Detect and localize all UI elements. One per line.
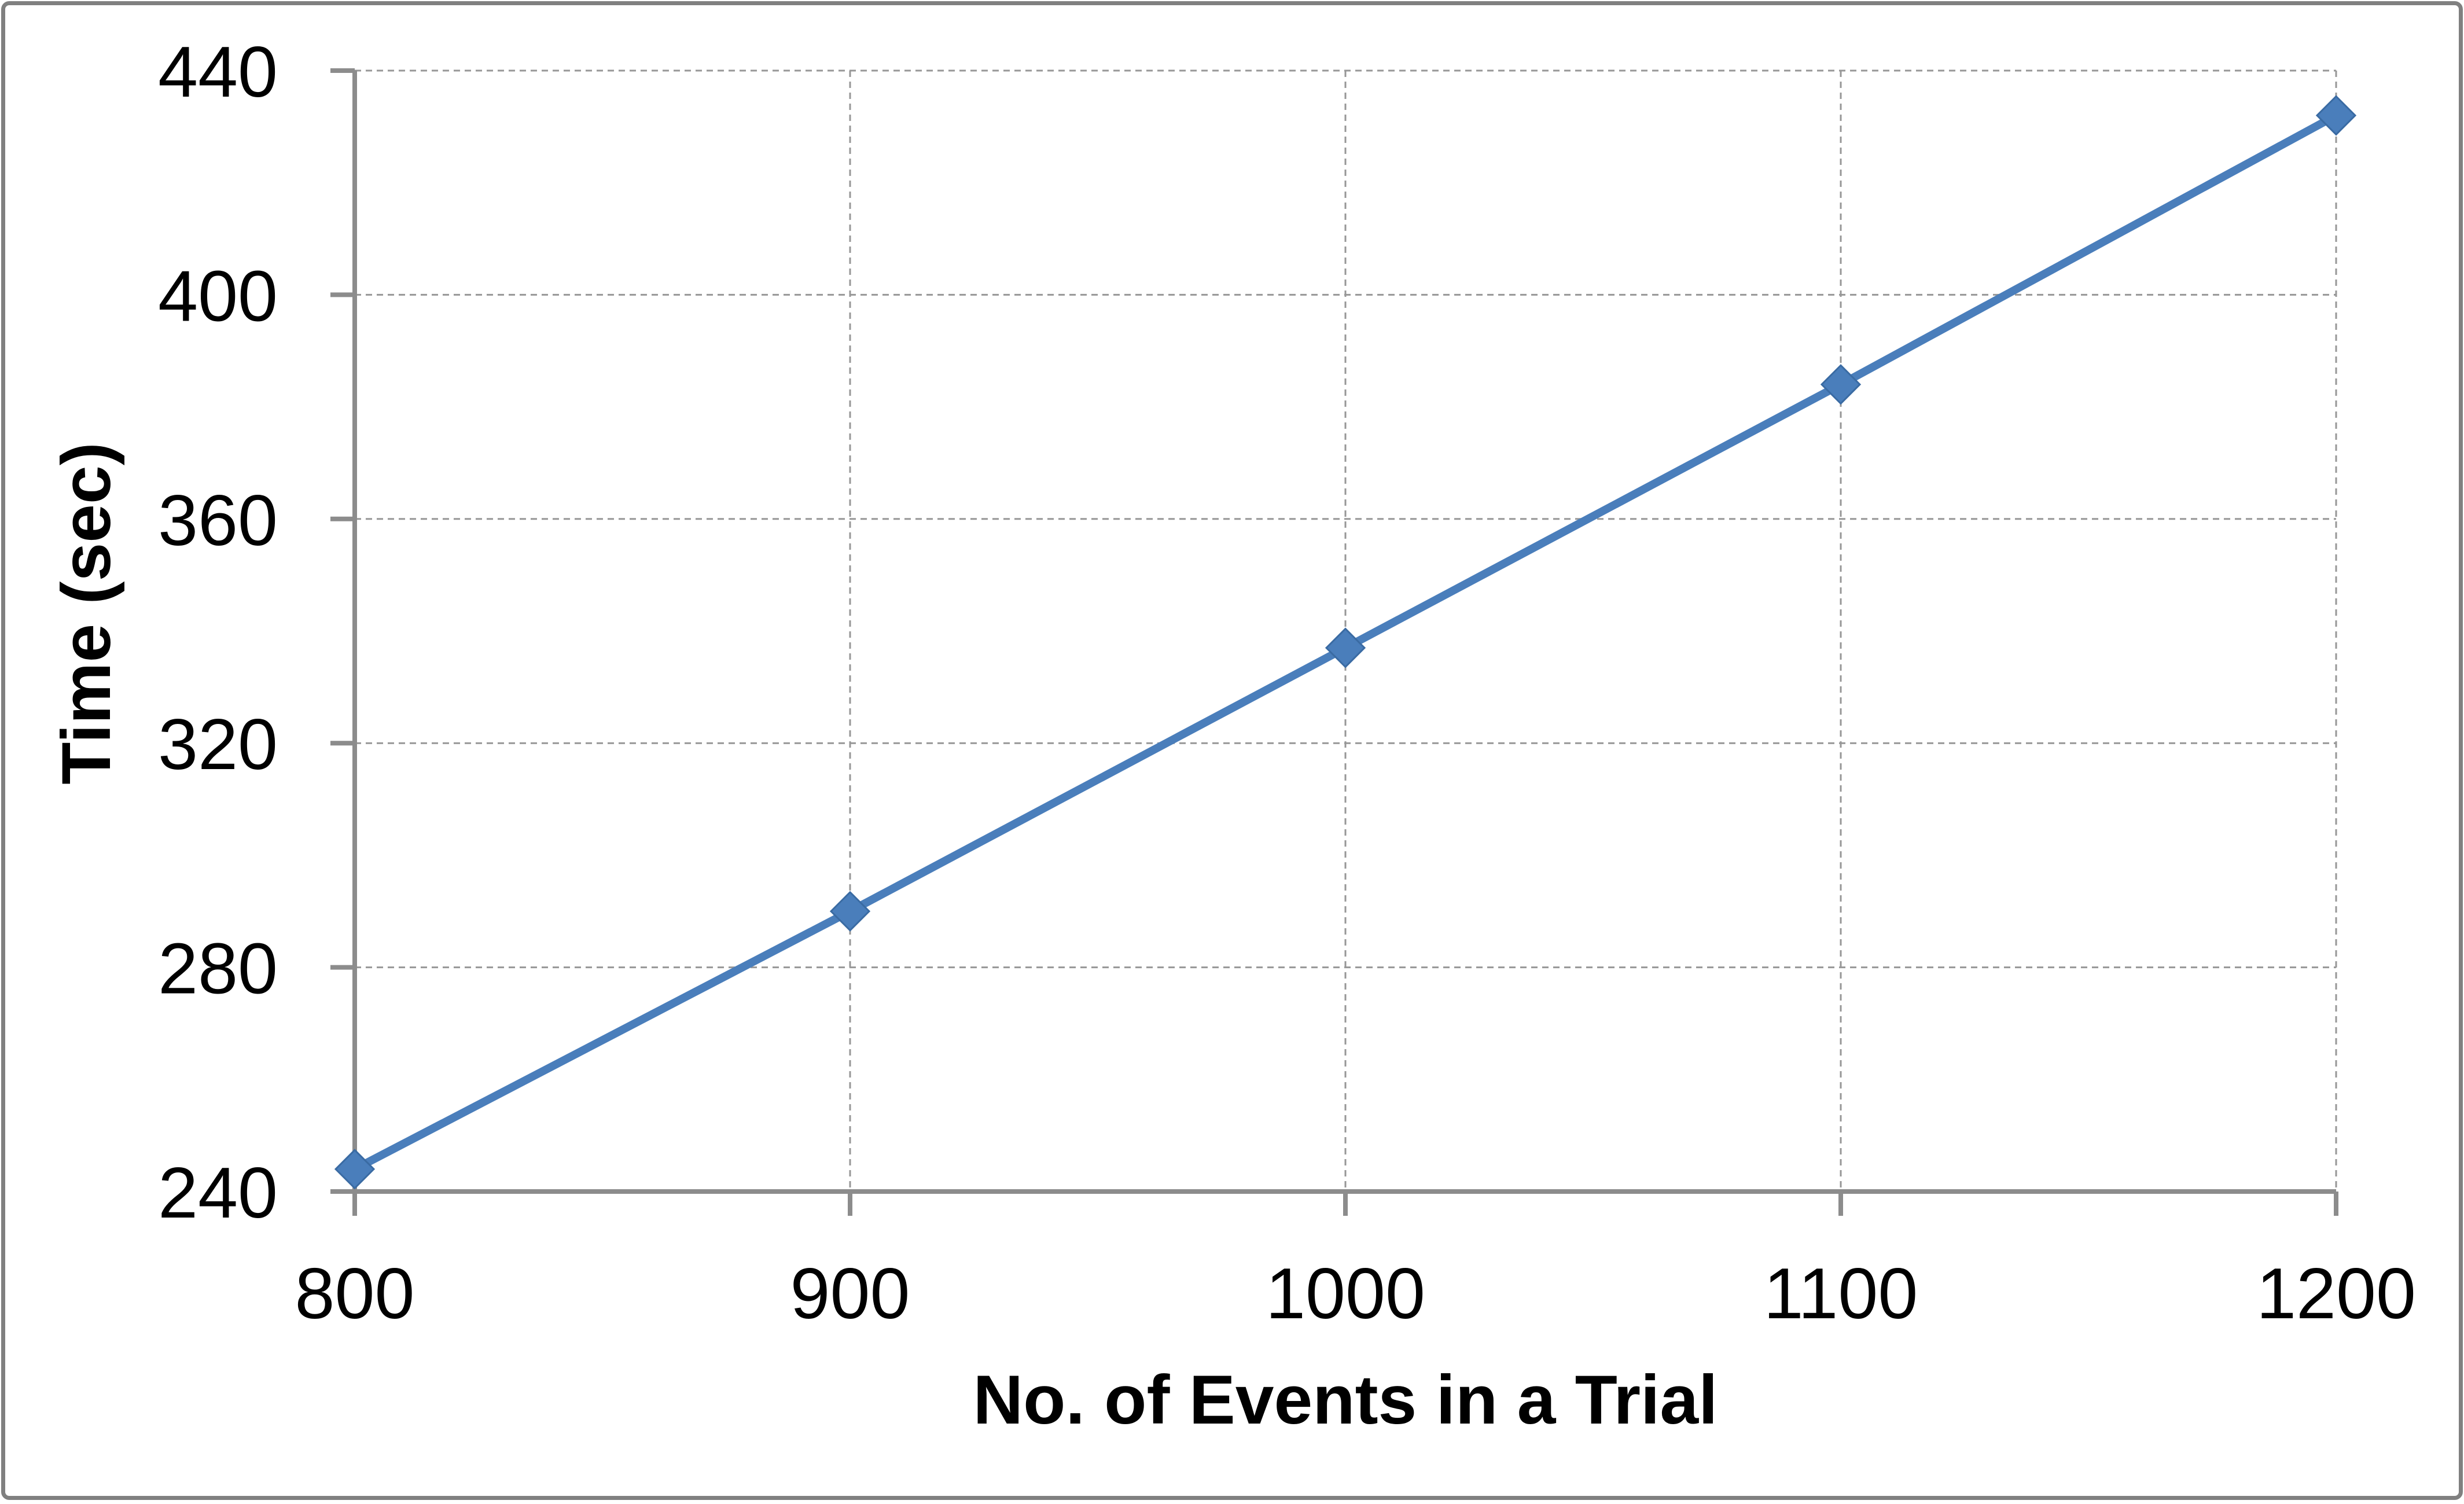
x-tick-label: 1200 bbox=[2256, 1254, 2416, 1334]
y-tick-label: 400 bbox=[158, 256, 278, 336]
tick-marks bbox=[330, 68, 2338, 1216]
data-point-marker bbox=[1325, 627, 1366, 668]
x-tick-label: 1000 bbox=[1266, 1254, 1425, 1334]
x-tick-label: 900 bbox=[790, 1254, 910, 1334]
y-tick-label: 240 bbox=[158, 1153, 278, 1233]
y-tick-label: 280 bbox=[158, 929, 278, 1009]
x-tick-label: 800 bbox=[295, 1254, 415, 1334]
data-point-marker bbox=[829, 891, 871, 932]
y-tick-label: 360 bbox=[158, 481, 278, 561]
data-point-marker bbox=[2315, 95, 2357, 136]
data-point-marker bbox=[334, 1149, 376, 1190]
data-series bbox=[334, 95, 2357, 1190]
x-axis-title: No. of Events in a Trial bbox=[973, 1361, 1718, 1439]
x-tick-label: 1100 bbox=[1764, 1254, 1918, 1334]
y-tick-label: 320 bbox=[158, 705, 278, 785]
y-axis-title: Time (sec) bbox=[47, 442, 125, 784]
data-point-marker bbox=[1820, 364, 1862, 405]
y-tick-label: 440 bbox=[158, 32, 278, 112]
tick-labels: 240 280 320 360 400 440 800 900 1000 1100 1200 bbox=[158, 32, 2416, 1334]
